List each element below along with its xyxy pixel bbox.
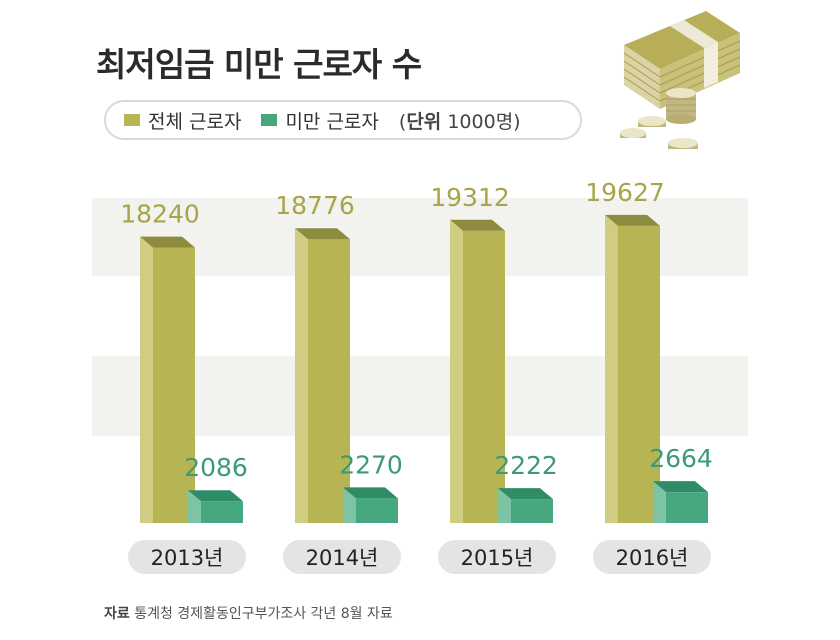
bar-total-2014년-top [295,228,350,240]
bar-total-2015년-top [450,219,505,231]
data-label-under: 2222 [494,451,558,480]
year-pill [593,540,711,574]
bar-under-2015년-side [498,488,511,523]
bar-total-2014년-side [295,228,308,523]
bar-total-2013년-side [140,236,153,523]
data-label-under: 2270 [339,450,403,479]
legend-item-under: 미만 근로자 [261,107,379,134]
x-tick-label: 2013년 [151,546,224,570]
data-label-total: 19627 [585,178,665,207]
bar-under-2015년-top [498,488,553,500]
source-note: 자료 통계청 경제활동인구부가조사 각년 8월 자료 [104,606,393,622]
bar-under-2014년-top [343,487,398,499]
data-label-total: 18776 [275,191,355,220]
bar-under-2016년-top [653,481,708,493]
chart-title: 최저임금 미만 근로자 수 [96,45,422,84]
bar-total-2014년 [308,239,350,523]
bar-total-2016년 [618,225,660,524]
legend-swatch-under [261,114,278,126]
bar-under-2016년 [666,492,708,523]
money-stack-icon [620,11,741,149]
legend-item-total: 전체 근로자 [124,107,241,134]
legend-swatch-total [124,114,140,126]
bar-total-2015년 [463,230,505,523]
year-pill [128,540,246,574]
legend-label-total: 전체 근로자 [148,110,242,133]
data-label-total: 18240 [120,200,200,229]
x-tick-label: 2014년 [306,546,379,570]
bar-total-2013년-top [140,236,195,248]
bar-under-2013년-side [188,490,201,523]
bar-under-2015년 [511,499,553,523]
bar-under-2014년-side [343,487,356,523]
x-tick-label: 2015년 [461,546,534,570]
bar-total-2013년 [153,247,195,523]
year-pill [438,540,556,574]
bar-under-2014년 [356,498,398,523]
bar-under-2013년-top [188,490,243,502]
bar-under-2016년-side [653,481,666,523]
data-label-under: 2086 [184,453,248,482]
unit-label: (단위 1000명) [398,110,521,133]
bar-under-2013년 [201,501,243,523]
data-label-under: 2664 [649,444,713,473]
bar-total-2015년-side [450,219,463,523]
bar-total-2016년-top [605,214,660,226]
legend-label-under: 미만 근로자 [285,110,379,133]
data-label-total: 19312 [430,183,510,212]
bar-total-2016년-side [605,214,618,524]
year-pill [283,540,401,574]
legend: 전체 근로자 미만 근로자 (단위 1000명) [104,100,582,140]
x-tick-label: 2016년 [616,546,689,570]
